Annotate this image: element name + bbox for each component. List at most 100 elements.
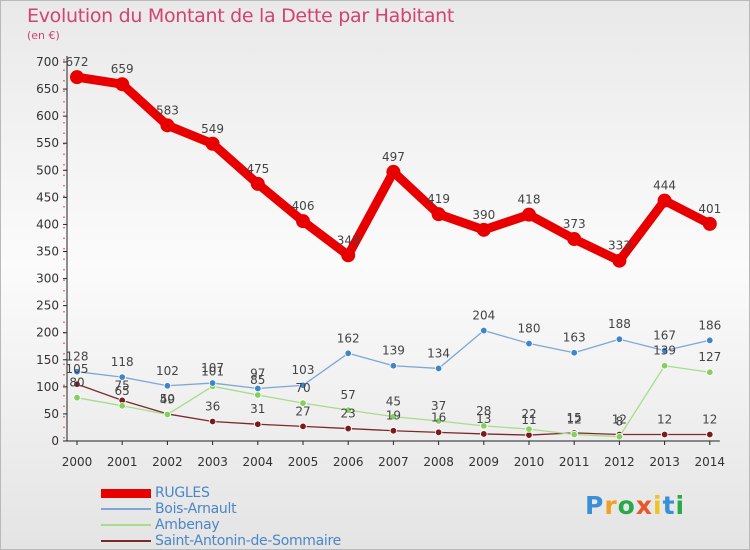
data-label: 16: [431, 410, 446, 424]
data-label: 31: [250, 402, 265, 416]
y-tick-label: 550: [36, 136, 59, 150]
data-label: 139: [382, 344, 405, 358]
data-label: 333: [608, 239, 631, 253]
line-chart: 0501001502002503003504004505005506006507…: [36, 55, 726, 469]
data-label: 70: [295, 381, 310, 395]
data-point: [299, 422, 307, 431]
y-tick-label: 400: [36, 217, 59, 231]
data-label: 27: [295, 404, 310, 418]
x-tick-label: 2014: [695, 455, 726, 469]
data-label: 12: [567, 413, 582, 427]
x-tick-label: 2011: [559, 455, 590, 469]
data-point: [299, 399, 307, 407]
data-label: 418: [518, 193, 541, 207]
data-point: [115, 77, 130, 92]
data-point: [73, 380, 81, 388]
data-point: [250, 176, 265, 191]
data-label: 8: [616, 415, 624, 429]
data-point: [612, 253, 627, 268]
legend-label: Ambenay: [155, 517, 220, 533]
legend-swatch: [101, 540, 151, 542]
x-tick-label: 2005: [288, 455, 319, 469]
logo-letter: i: [675, 491, 686, 520]
data-point: [706, 430, 714, 439]
x-tick-label: 2007: [378, 455, 409, 469]
data-label: 444: [653, 179, 676, 193]
data-point: [344, 406, 352, 414]
proxiti-logo: Proxiti: [585, 491, 685, 520]
logo-letter: i: [653, 491, 663, 520]
data-point: [344, 349, 352, 357]
logo-letter: r: [604, 491, 618, 520]
data-point: [254, 384, 262, 393]
data-label: 80: [69, 376, 84, 390]
data-label: 419: [427, 192, 450, 206]
legend-swatch: [101, 508, 151, 510]
data-point: [434, 417, 443, 425]
x-tick-label: 2000: [62, 455, 93, 469]
data-point: [299, 381, 307, 389]
logo-letter: P: [585, 491, 605, 520]
data-point: [660, 346, 669, 355]
data-label: 19: [386, 409, 401, 423]
legend-label: Saint-Antonin-de-Sommaire: [155, 533, 341, 549]
data-label: 343: [337, 233, 360, 247]
data-point: [205, 136, 220, 151]
y-tick-label: 0: [51, 434, 59, 448]
y-tick-label: 150: [36, 353, 59, 367]
data-point: [386, 164, 401, 179]
chart-title: Evolution du Montant de la Dette par Hab…: [27, 5, 455, 27]
data-point: [525, 339, 533, 348]
data-point: [389, 427, 398, 435]
data-label: 186: [698, 318, 721, 332]
x-tick-label: 2006: [333, 455, 364, 469]
legend-swatch: [101, 524, 151, 526]
data-point: [660, 430, 669, 439]
logo-letter: t: [662, 491, 676, 520]
data-label: 11: [521, 413, 536, 427]
data-point: [660, 362, 669, 370]
y-tick-label: 300: [36, 272, 59, 286]
y-tick-label: 200: [36, 326, 59, 340]
x-tick-label: 2001: [107, 455, 138, 469]
data-point: [434, 428, 443, 437]
data-point: [567, 232, 582, 247]
data-point: [480, 430, 488, 438]
data-point: [163, 382, 172, 390]
data-point: [118, 373, 126, 381]
data-label: 23: [341, 407, 356, 421]
data-point: [208, 417, 217, 426]
data-label: 672: [66, 55, 89, 69]
data-label: 12: [657, 413, 672, 427]
legend-label: Bois-Arnault: [155, 501, 237, 517]
data-point: [570, 349, 578, 357]
data-label: 107: [201, 361, 224, 375]
data-label: 85: [250, 373, 265, 387]
data-point: [706, 336, 714, 344]
y-tick-label: 100: [36, 380, 59, 394]
y-tick-label: 450: [36, 190, 59, 204]
data-point: [296, 214, 310, 229]
data-label: 12: [612, 413, 627, 427]
x-tick-label: 2013: [649, 455, 680, 469]
data-point: [208, 379, 217, 387]
data-label: 101: [201, 364, 224, 378]
data-label: 37: [431, 399, 446, 413]
y-tick-label: 700: [36, 55, 59, 69]
y-tick-label: 600: [36, 109, 59, 123]
data-label: 118: [111, 355, 134, 369]
data-label: 659: [111, 62, 134, 76]
data-point: [615, 432, 624, 441]
data-label: 127: [698, 350, 721, 364]
data-label: 12: [702, 413, 717, 427]
data-label: 15: [567, 411, 582, 425]
data-point: [615, 335, 624, 343]
y-tick-label: 50: [44, 407, 59, 421]
data-label: 36: [205, 400, 220, 414]
data-label: 583: [156, 103, 179, 117]
data-label: 188: [608, 317, 631, 331]
data-point: [163, 410, 172, 419]
series-line-bois-arnault: [76, 329, 711, 390]
data-label: 167: [653, 329, 676, 343]
